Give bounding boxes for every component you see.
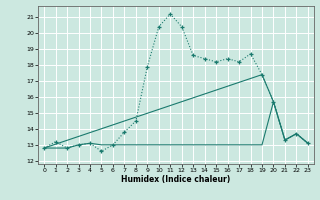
X-axis label: Humidex (Indice chaleur): Humidex (Indice chaleur) [121,175,231,184]
